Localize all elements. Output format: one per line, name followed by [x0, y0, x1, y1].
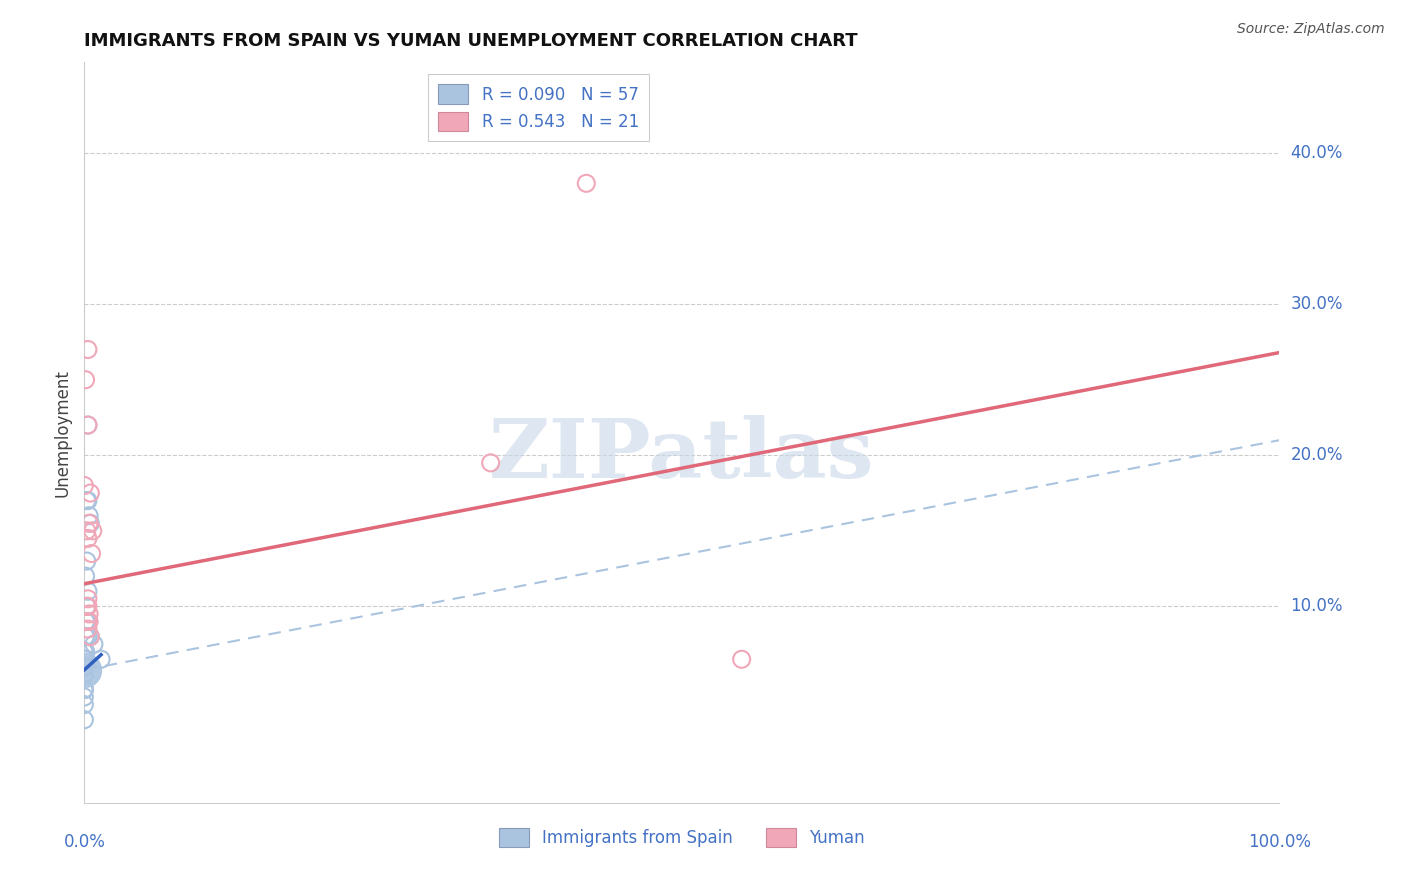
- Text: 20.0%: 20.0%: [1291, 446, 1343, 464]
- Point: [77, 418, 100, 433]
- Point: [73, 645, 96, 659]
- Point: [79, 630, 101, 644]
- Point: [73, 667, 96, 681]
- Point: [479, 456, 502, 470]
- Point: [73, 660, 96, 674]
- Point: [73, 660, 96, 674]
- Point: [73, 652, 96, 666]
- Point: [77, 508, 100, 523]
- Point: [575, 177, 598, 191]
- Point: [75, 630, 97, 644]
- Point: [75, 569, 97, 583]
- Point: [90, 652, 112, 666]
- Point: [73, 667, 96, 681]
- Point: [76, 599, 98, 614]
- Point: [75, 615, 97, 629]
- Point: [79, 630, 101, 644]
- Point: [77, 516, 100, 531]
- Text: 40.0%: 40.0%: [1291, 145, 1343, 162]
- Point: [83, 637, 105, 651]
- Point: [77, 343, 100, 357]
- Point: [73, 667, 96, 681]
- Point: [76, 524, 98, 538]
- Point: [77, 599, 100, 614]
- Point: [73, 713, 96, 727]
- Point: [73, 478, 96, 492]
- Point: [75, 645, 97, 659]
- Text: 100.0%: 100.0%: [1249, 833, 1310, 851]
- Text: Source: ZipAtlas.com: Source: ZipAtlas.com: [1237, 22, 1385, 37]
- Point: [73, 667, 96, 681]
- Point: [75, 652, 97, 666]
- Point: [73, 660, 96, 674]
- Point: [73, 645, 96, 659]
- Point: [73, 660, 96, 674]
- Point: [73, 682, 96, 697]
- Point: [79, 516, 101, 531]
- Point: [73, 667, 96, 681]
- Point: [77, 584, 100, 599]
- Point: [77, 615, 100, 629]
- Point: [77, 630, 100, 644]
- Point: [77, 418, 100, 433]
- Point: [77, 607, 100, 621]
- Point: [77, 591, 100, 606]
- Point: [73, 667, 96, 681]
- Legend: Immigrants from Spain, Yuman: Immigrants from Spain, Yuman: [492, 822, 872, 854]
- Point: [73, 682, 96, 697]
- Point: [73, 660, 96, 674]
- Point: [75, 373, 97, 387]
- Y-axis label: Unemployment: Unemployment: [53, 368, 72, 497]
- Point: [73, 660, 96, 674]
- Point: [73, 690, 96, 704]
- Point: [76, 599, 98, 614]
- Point: [73, 660, 96, 674]
- Point: [75, 645, 97, 659]
- Point: [73, 667, 96, 681]
- Point: [73, 682, 96, 697]
- Point: [73, 652, 96, 666]
- Point: [73, 660, 96, 674]
- Point: [79, 486, 101, 500]
- Point: [73, 652, 96, 666]
- Point: [73, 667, 96, 681]
- Point: [73, 698, 96, 712]
- Point: [73, 645, 96, 659]
- Point: [75, 630, 97, 644]
- Point: [77, 493, 100, 508]
- Point: [80, 547, 103, 561]
- Point: [76, 615, 98, 629]
- Point: [75, 630, 97, 644]
- Text: ZIPatlas: ZIPatlas: [489, 415, 875, 495]
- Point: [77, 532, 100, 546]
- Point: [76, 493, 98, 508]
- Point: [73, 645, 96, 659]
- Point: [73, 663, 96, 677]
- Point: [82, 524, 104, 538]
- Text: 0.0%: 0.0%: [63, 833, 105, 851]
- Point: [77, 622, 100, 636]
- Point: [76, 554, 98, 568]
- Text: IMMIGRANTS FROM SPAIN VS YUMAN UNEMPLOYMENT CORRELATION CHART: IMMIGRANTS FROM SPAIN VS YUMAN UNEMPLOYM…: [84, 32, 858, 50]
- Point: [73, 667, 96, 681]
- Point: [73, 667, 96, 681]
- Point: [73, 682, 96, 697]
- Text: 10.0%: 10.0%: [1291, 598, 1343, 615]
- Point: [73, 667, 96, 681]
- Point: [73, 652, 96, 666]
- Point: [73, 667, 96, 681]
- Text: 30.0%: 30.0%: [1291, 295, 1343, 313]
- Point: [77, 615, 100, 629]
- Point: [731, 652, 754, 666]
- Point: [73, 667, 96, 681]
